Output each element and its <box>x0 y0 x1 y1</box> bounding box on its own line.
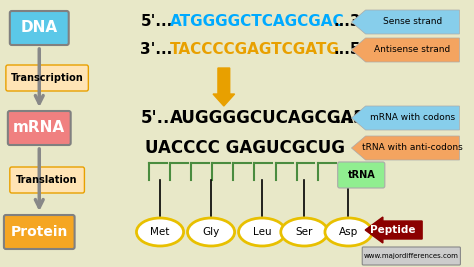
FancyArrow shape <box>365 217 422 243</box>
FancyBboxPatch shape <box>6 65 88 91</box>
Ellipse shape <box>281 218 328 246</box>
Text: Gly: Gly <box>202 227 219 237</box>
Text: tRNA: tRNA <box>347 170 375 180</box>
FancyBboxPatch shape <box>337 162 385 188</box>
Text: mRNA with codons: mRNA with codons <box>370 113 455 123</box>
Ellipse shape <box>238 218 286 246</box>
Text: 5'...: 5'... <box>140 109 176 127</box>
Ellipse shape <box>137 218 183 246</box>
Text: UACCCC GAGUCGCUG: UACCCC GAGUCGCUG <box>146 139 345 157</box>
FancyBboxPatch shape <box>362 247 460 265</box>
Polygon shape <box>351 10 459 34</box>
Text: Leu: Leu <box>253 227 272 237</box>
FancyBboxPatch shape <box>10 11 69 45</box>
Text: mRNA: mRNA <box>13 120 65 135</box>
Text: DNA: DNA <box>21 21 58 36</box>
Text: ...3': ...3' <box>334 14 366 29</box>
Polygon shape <box>351 38 459 62</box>
Text: Sense strand: Sense strand <box>383 18 442 26</box>
FancyBboxPatch shape <box>8 111 71 145</box>
Ellipse shape <box>325 218 372 246</box>
Text: ...5': ...5' <box>334 42 366 57</box>
Text: Antisense strand: Antisense strand <box>374 45 451 54</box>
Text: Asp: Asp <box>339 227 358 237</box>
Text: 3'...: 3'... <box>140 42 173 57</box>
Text: www.majordifferences.com: www.majordifferences.com <box>364 253 459 259</box>
Polygon shape <box>351 106 459 130</box>
Text: TACCCCGAGTCGATG: TACCCCGAGTCGATG <box>170 42 340 57</box>
Text: ATGGGGCTCAGCGAC: ATGGGGCTCAGCGAC <box>170 14 345 29</box>
Ellipse shape <box>188 218 235 246</box>
FancyArrow shape <box>213 68 235 106</box>
FancyBboxPatch shape <box>4 215 74 249</box>
Text: ...3': ...3' <box>334 109 370 127</box>
Polygon shape <box>351 136 459 160</box>
FancyBboxPatch shape <box>10 167 84 193</box>
Text: Transcription: Transcription <box>11 73 83 83</box>
Text: tRNA with anti-codons: tRNA with anti-codons <box>362 143 463 152</box>
Text: Ser: Ser <box>296 227 313 237</box>
Text: Translation: Translation <box>17 175 78 185</box>
Text: Met: Met <box>150 227 170 237</box>
Text: 5'...: 5'... <box>140 14 173 29</box>
Text: Peptide: Peptide <box>370 225 415 235</box>
Text: AUGGGGCUCAGCGAC: AUGGGGCUCAGCGAC <box>170 109 366 127</box>
Text: Protein: Protein <box>10 225 68 239</box>
